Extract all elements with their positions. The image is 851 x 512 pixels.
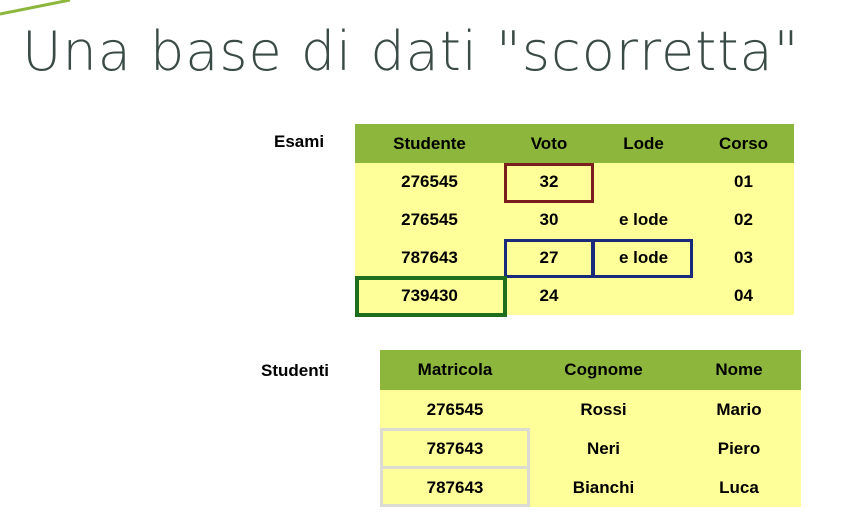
table-label-studenti: Studenti (261, 361, 329, 380)
table-cell: Neri (530, 429, 677, 468)
table-cell: Piero (677, 429, 801, 468)
table-cell: 739430 (355, 277, 504, 315)
table-cell: 276545 (380, 390, 530, 429)
table-cell: 32 (504, 163, 594, 201)
table-cell: 276545 (355, 201, 504, 239)
table-cell: 787643 (355, 239, 504, 277)
column-header: Matricola (380, 350, 530, 390)
table-row: 276545 Rossi Mario (380, 390, 801, 429)
table-row: 787643 Neri Piero (380, 429, 801, 468)
column-header: Corso (693, 124, 794, 163)
table-cell (594, 277, 693, 315)
slide-title: Una base di dati "scorretta" (22, 20, 800, 83)
table-header-row: Studente Voto Lode Corso (355, 124, 794, 163)
table-cell: Luca (677, 468, 801, 507)
table-cell: 02 (693, 201, 794, 239)
column-header: Nome (677, 350, 801, 390)
table-cell: e lode (594, 201, 693, 239)
column-header: Lode (594, 124, 693, 163)
table-cell: 24 (504, 277, 594, 315)
table-row: 787643 27 e lode 03 (355, 239, 794, 277)
table-header-row: Matricola Cognome Nome (380, 350, 801, 390)
table-cell: 787643 (380, 429, 530, 468)
table-row: 739430 24 04 (355, 277, 794, 315)
table-cell: Mario (677, 390, 801, 429)
table-cell: 276545 (355, 163, 504, 201)
table-cell (594, 163, 693, 201)
esami-table: Studente Voto Lode Corso 276545 32 01 27… (355, 124, 794, 315)
column-header: Cognome (530, 350, 677, 390)
table-cell: 787643 (380, 468, 530, 507)
table-cell: Bianchi (530, 468, 677, 507)
studenti-table: Matricola Cognome Nome 276545 Rossi Mari… (380, 350, 801, 507)
table-cell: 04 (693, 277, 794, 315)
table-cell: e lode (594, 239, 693, 277)
table-row: 276545 32 01 (355, 163, 794, 201)
table-cell: 01 (693, 163, 794, 201)
table-cell: 30 (504, 201, 594, 239)
table-cell: 27 (504, 239, 594, 277)
table-label-esami: Esami (274, 132, 325, 151)
slide-corner-accent (0, 0, 71, 16)
column-header: Voto (504, 124, 594, 163)
table-cell: 03 (693, 239, 794, 277)
column-header: Studente (355, 124, 504, 163)
table-cell: Rossi (530, 390, 677, 429)
table-row: 787643 Bianchi Luca (380, 468, 801, 507)
table-row: 276545 30 e lode 02 (355, 201, 794, 239)
